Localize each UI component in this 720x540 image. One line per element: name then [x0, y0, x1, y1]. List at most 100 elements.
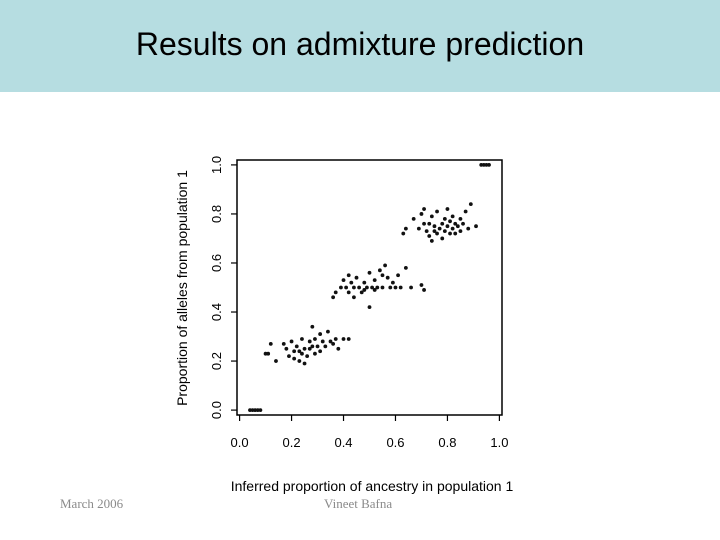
data-point: [302, 361, 307, 366]
data-point: [468, 202, 473, 207]
data-point: [440, 236, 445, 241]
data-points-layer: [248, 163, 491, 412]
data-point: [294, 344, 299, 349]
data-point: [344, 285, 349, 290]
data-point: [323, 344, 328, 349]
slide-title: Results on admixture prediction: [135, 26, 585, 62]
data-point: [372, 288, 377, 292]
plot-border: [236, 159, 503, 416]
data-point: [442, 216, 447, 221]
data-point: [481, 163, 486, 167]
data-point: [435, 209, 439, 214]
data-point: [479, 163, 484, 167]
data-point: [315, 344, 320, 349]
data-point: [248, 408, 252, 412]
data-point: [300, 337, 304, 341]
data-point: [427, 221, 432, 226]
data-point: [450, 214, 455, 219]
data-point: [318, 332, 323, 336]
y-tick-label: 1.0: [209, 156, 224, 174]
data-point: [424, 229, 429, 234]
data-point: [307, 339, 312, 344]
y-tick-label: 0.0: [209, 401, 224, 419]
data-point: [266, 351, 271, 356]
data-point: [422, 221, 426, 226]
data-point: [302, 346, 307, 351]
data-point: [331, 295, 336, 300]
x-tick-label: 0.4: [334, 435, 352, 450]
data-point: [349, 280, 354, 285]
data-point: [357, 285, 362, 290]
data-point: [310, 324, 315, 329]
data-point: [281, 341, 286, 346]
data-point: [313, 351, 317, 356]
data-point: [442, 229, 447, 234]
data-point: [429, 214, 434, 219]
y-tick-label: 0.6: [209, 254, 224, 272]
data-point: [437, 226, 442, 231]
data-point: [370, 285, 374, 290]
data-point: [403, 265, 408, 270]
data-point: [484, 163, 489, 167]
data-point: [377, 268, 382, 273]
data-point: [341, 337, 346, 341]
data-point: [341, 278, 346, 283]
data-point: [458, 229, 463, 234]
data-point: [263, 351, 268, 356]
data-point: [450, 226, 455, 231]
data-point: [362, 280, 367, 285]
data-point: [297, 349, 302, 354]
x-tick-label: 0.0: [231, 435, 249, 450]
data-point: [328, 339, 333, 344]
y-tick-label: 0.4: [209, 303, 224, 321]
data-point: [305, 354, 310, 359]
data-point: [383, 263, 387, 268]
data-point: [362, 288, 367, 292]
plot-frame-layer: [236, 159, 503, 416]
footer-date: March 2006: [60, 496, 124, 511]
data-point: [455, 224, 460, 229]
data-point: [367, 305, 372, 310]
data-point: [289, 339, 294, 344]
data-point: [352, 295, 356, 300]
x-tick-label: 0.8: [438, 435, 456, 450]
data-point: [339, 285, 343, 290]
x-tick-label: 0.2: [283, 435, 301, 450]
x-tick-label: 1.0: [490, 435, 508, 450]
data-point: [346, 273, 351, 278]
data-point: [352, 285, 356, 290]
data-point: [388, 285, 393, 290]
data-point: [274, 359, 278, 363]
data-point: [250, 408, 255, 412]
data-point: [422, 207, 426, 211]
data-point: [463, 209, 468, 214]
data-point: [390, 280, 395, 285]
data-point: [474, 224, 478, 229]
data-point: [287, 354, 291, 359]
data-point: [403, 226, 408, 231]
data-point: [255, 408, 260, 412]
y-tick-label: 0.8: [209, 205, 224, 223]
data-point: [416, 226, 421, 231]
data-point: [367, 270, 372, 275]
footer-author: Vineet Bafna: [324, 496, 393, 511]
data-point: [448, 219, 452, 224]
data-point: [300, 351, 304, 356]
data-point: [331, 341, 336, 346]
title-bar: Results on admixture prediction: [0, 0, 720, 92]
data-point: [375, 285, 380, 290]
data-point: [268, 341, 273, 346]
data-point: [435, 231, 439, 236]
data-point: [313, 337, 317, 341]
data-point: [333, 290, 338, 295]
data-point: [453, 221, 458, 226]
x-axis-label: Inferred proportion of ancestry in popul…: [231, 478, 514, 494]
data-point: [318, 349, 323, 354]
data-point: [401, 231, 406, 236]
y-tick-label: 0.2: [209, 352, 224, 370]
data-point: [310, 344, 315, 349]
axis-ticks-layer: 0.0 0.2 0.4 0.6 0.8 1.0 0.0 0.2 0.4 0.6 0.8 1.0: [209, 156, 508, 450]
data-point: [320, 339, 325, 344]
data-point: [487, 163, 491, 167]
